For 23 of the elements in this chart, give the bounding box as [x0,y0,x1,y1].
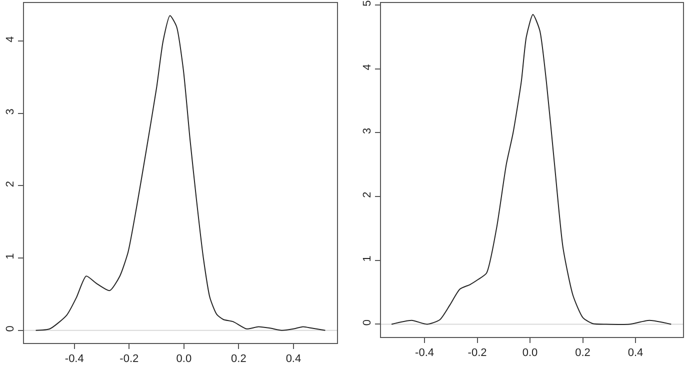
x-tick-label: 0.4 [628,347,644,360]
y-tick-label: 2 [4,180,17,188]
y-tick-label: 2 [362,192,374,198]
x-tick-label: -0.2 [120,353,139,366]
y-tick-label: 3 [362,128,374,134]
x-tick-label: 0.0 [522,347,538,360]
line-series [391,14,672,325]
x-tick-label: -0.4 [64,353,84,366]
x-tick-label: 0.4 [286,353,302,366]
y-tick-label: 1 [362,256,374,262]
line-series [35,15,326,331]
y-tick-label: 0 [4,326,17,332]
x-tick-label: -0.4 [415,347,434,360]
y-tick-label: 5 [362,0,374,6]
x-tick-label: 0.2 [231,353,246,366]
y-tick-label: 4 [4,36,17,42]
y-tick-label: 1 [4,253,17,260]
x-tick-label: -0.2 [468,347,487,360]
y-tick-label: 4 [362,64,374,70]
y-tick-label: 3 [4,108,17,115]
y-tick-label: 0 [362,320,374,326]
x-tick-label: 0.2 [575,347,590,360]
x-tick-label: 0.0 [176,353,192,366]
